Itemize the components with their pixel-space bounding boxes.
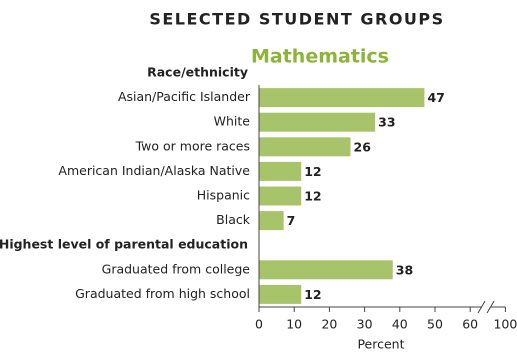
data-label: 12 <box>304 164 321 179</box>
bar <box>259 211 284 231</box>
data-label: 7 <box>287 213 296 228</box>
y-tick-label: White <box>214 114 251 129</box>
data-label: 12 <box>304 287 321 302</box>
data-label: 26 <box>354 139 372 154</box>
x-tick-label: 0 <box>255 317 263 332</box>
bar <box>259 260 393 280</box>
bar <box>259 112 376 132</box>
data-label: 12 <box>304 189 321 204</box>
y-tick-label: Black <box>216 212 251 227</box>
bar <box>259 284 302 304</box>
bar <box>259 161 302 181</box>
y-tick-label: Graduated from high school <box>75 286 250 301</box>
group-header: Highest level of parental education <box>0 237 248 252</box>
x-tick-label: 100 <box>493 317 517 332</box>
data-label: 33 <box>378 115 395 130</box>
x-tick-label: 20 <box>321 317 337 332</box>
y-tick-label: Asian/Pacific Islander <box>118 89 251 104</box>
x-tick-label: 10 <box>286 317 302 332</box>
chart-subtitle: Mathematics <box>251 46 389 68</box>
chart-title: SELECTED STUDENT GROUPS <box>149 10 444 29</box>
bar <box>259 137 351 157</box>
data-label: 38 <box>396 262 413 277</box>
x-tick-label: 40 <box>392 317 408 332</box>
axis-break <box>477 300 486 314</box>
y-tick-label: Two or more races <box>135 138 250 153</box>
bar <box>259 88 425 108</box>
y-tick-label: Hispanic <box>197 188 250 203</box>
x-tick-label: 30 <box>357 317 373 332</box>
x-tick-label: 50 <box>427 317 443 332</box>
y-tick-label: Graduated from college <box>102 261 251 276</box>
x-tick-label: 60 <box>462 317 478 332</box>
bar <box>259 186 302 206</box>
axis-break <box>486 300 495 314</box>
data-label: 47 <box>427 90 444 105</box>
group-header: Race/ethnicity <box>147 65 248 80</box>
x-axis-label: Percent <box>357 337 404 352</box>
y-tick-label: American Indian/Alaska Native <box>58 163 250 178</box>
